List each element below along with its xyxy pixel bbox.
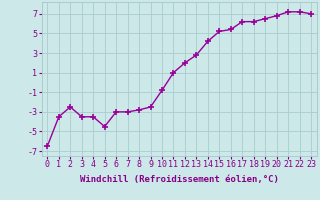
X-axis label: Windchill (Refroidissement éolien,°C): Windchill (Refroidissement éolien,°C): [80, 175, 279, 184]
